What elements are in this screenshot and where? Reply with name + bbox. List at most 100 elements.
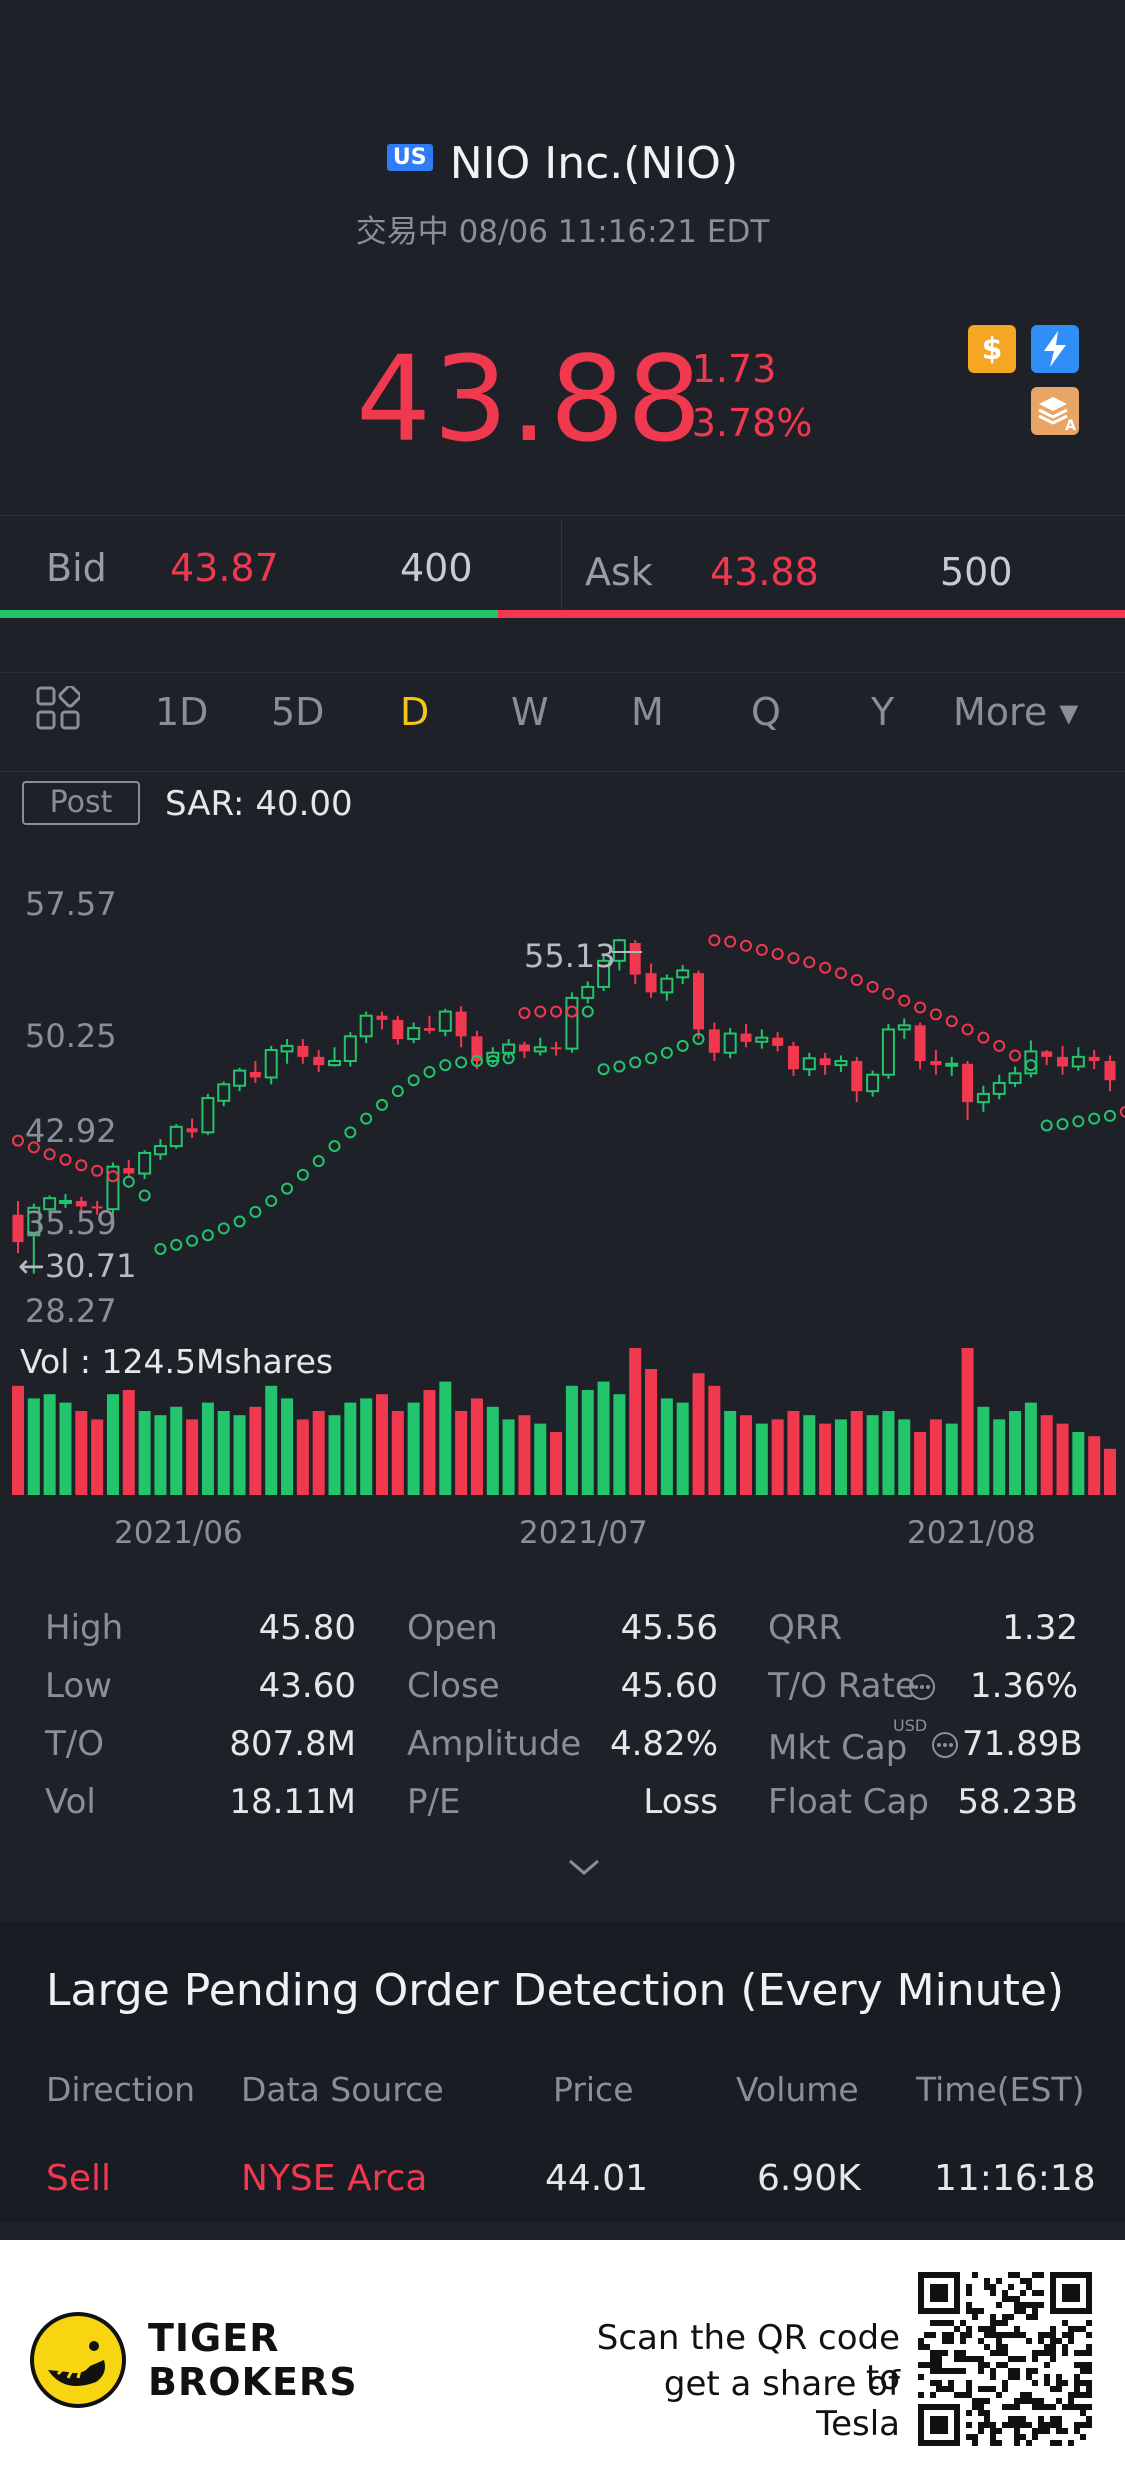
qr-module xyxy=(1020,2422,1026,2428)
stat-label: Open xyxy=(407,1608,498,1648)
volume-bar xyxy=(1072,1432,1085,1495)
bolt-icon[interactable] xyxy=(1031,325,1079,373)
sar-point xyxy=(945,1015,958,1028)
qr-module xyxy=(1086,2380,1092,2386)
sar-point xyxy=(106,1170,119,1183)
qr-module xyxy=(1038,2350,1044,2356)
qr-module xyxy=(1056,2338,1062,2344)
volume-bar xyxy=(882,1411,895,1495)
candle-body xyxy=(186,1128,198,1133)
sar-point xyxy=(882,987,895,1000)
tab-w[interactable]: W xyxy=(511,690,549,734)
qr-module xyxy=(918,2362,924,2368)
volume-bar xyxy=(170,1406,183,1495)
tab-m[interactable]: M xyxy=(631,690,664,734)
tab-more[interactable]: More ▾ xyxy=(953,690,1079,734)
sar-point xyxy=(138,1189,151,1202)
qr-module xyxy=(930,2332,936,2338)
dollar-icon[interactable]: $ xyxy=(968,325,1016,373)
layers-icon[interactable]: A xyxy=(1031,387,1079,435)
column-header: Direction xyxy=(46,2070,196,2109)
qr-module xyxy=(960,2356,966,2362)
qr-module xyxy=(972,2398,978,2404)
volume-bar xyxy=(391,1411,404,1495)
qr-module xyxy=(966,2410,972,2416)
qr-code-icon[interactable] xyxy=(918,2272,1092,2446)
qr-module xyxy=(1014,2434,1020,2440)
info-icon[interactable] xyxy=(930,1730,960,1760)
qr-module xyxy=(1056,2398,1062,2404)
market-badge: US xyxy=(386,144,433,171)
sar-point xyxy=(1104,1109,1116,1122)
qr-module xyxy=(1050,2350,1056,2356)
stat-label: High xyxy=(45,1608,124,1648)
sar-point xyxy=(360,1112,373,1125)
qr-module xyxy=(1080,2350,1086,2356)
sar-point xyxy=(1040,1119,1053,1132)
grid-icon[interactable] xyxy=(36,686,80,730)
sar-point xyxy=(1088,1112,1101,1125)
stat-value: 18.11M xyxy=(229,1782,356,1822)
x-tick-1: 2021/06 xyxy=(114,1515,243,1551)
qr-module xyxy=(1026,2440,1032,2446)
bid-price[interactable]: 43.87 xyxy=(170,546,279,590)
qr-module xyxy=(990,2386,996,2392)
volume-bar xyxy=(898,1419,911,1495)
qr-module xyxy=(1050,2422,1056,2428)
tab-1d[interactable]: 1D xyxy=(155,690,209,734)
sar-point xyxy=(771,947,784,960)
candle-body xyxy=(27,1206,41,1237)
ask-price[interactable]: 43.88 xyxy=(710,550,819,594)
qr-module xyxy=(936,2368,942,2374)
candle-body xyxy=(629,943,641,975)
qr-module xyxy=(1044,2428,1050,2434)
trading-status: 交易中 08/06 11:16:21 EDT xyxy=(355,214,770,250)
qr-module xyxy=(1062,2350,1068,2356)
qr-module xyxy=(930,2362,936,2368)
tab-5d[interactable]: 5D xyxy=(271,690,325,734)
tab-q[interactable]: Q xyxy=(751,690,781,734)
candle-body xyxy=(819,1058,831,1066)
sar-point xyxy=(233,1215,246,1228)
y-tick-1: 57.57 xyxy=(25,885,117,923)
qr-module xyxy=(978,2308,984,2314)
volume-bar xyxy=(154,1415,167,1495)
qr-module xyxy=(996,2392,1002,2398)
qr-module xyxy=(1026,2398,1032,2404)
candle-body xyxy=(660,977,674,994)
info-icon[interactable] xyxy=(907,1672,937,1702)
candle-body xyxy=(233,1069,247,1087)
volume-bar xyxy=(91,1419,104,1495)
tab-d[interactable]: D xyxy=(400,690,430,734)
post-market-toggle[interactable]: Post xyxy=(22,781,140,825)
stock-name[interactable]: NIO Inc.(NIO) xyxy=(449,138,739,189)
qr-module xyxy=(1062,2320,1068,2326)
qr-module xyxy=(1068,2338,1074,2344)
stat-value: 4.82% xyxy=(609,1724,718,1764)
tab-y[interactable]: Y xyxy=(871,690,895,734)
qr-module xyxy=(1044,2332,1050,2338)
qr-module xyxy=(1014,2332,1020,2338)
large-order-title: Large Pending Order Detection (Every Min… xyxy=(46,1965,1065,2016)
sar-point xyxy=(217,1222,230,1235)
qr-module xyxy=(1032,2350,1038,2356)
sar-point xyxy=(170,1238,183,1251)
qr-module xyxy=(1002,2344,1008,2350)
chevron-down-icon[interactable] xyxy=(566,1855,602,1879)
qr-module xyxy=(990,2428,996,2434)
sar-indicator-label[interactable]: SAR: 40.00 xyxy=(165,784,353,824)
sar-point xyxy=(977,1031,990,1044)
qr-module xyxy=(990,2434,996,2440)
volume-bar xyxy=(629,1348,642,1495)
last-price: 43.88 xyxy=(356,330,704,468)
volume-bar xyxy=(708,1385,721,1495)
qr-finder xyxy=(930,2284,948,2302)
qr-module xyxy=(1086,2416,1092,2422)
qr-module xyxy=(978,2422,984,2428)
qr-module xyxy=(1002,2386,1008,2392)
qr-module xyxy=(1032,2290,1038,2296)
qr-module xyxy=(1050,2332,1056,2338)
volume-bar xyxy=(660,1398,673,1495)
qr-module xyxy=(942,2350,948,2356)
candlestick-chart[interactable] xyxy=(0,840,1125,1540)
